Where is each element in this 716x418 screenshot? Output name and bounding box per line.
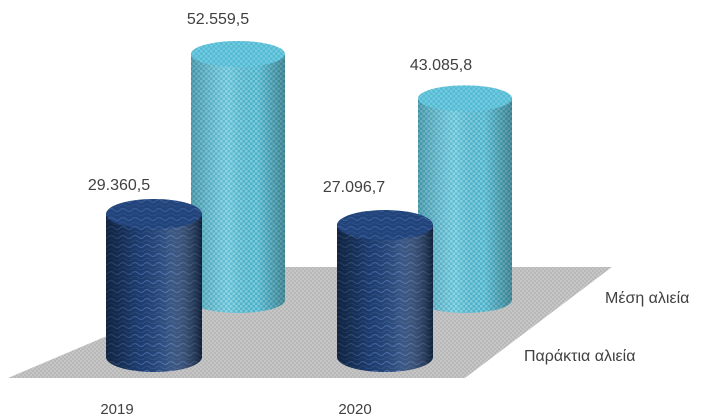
series-front: [106, 199, 433, 372]
bar-mesi-2019-top-shading: [191, 41, 285, 67]
bar-mesi-2020-top: [418, 85, 512, 112]
category-label-2019: 2019: [100, 401, 133, 418]
bar-paraktia-2019-top: [106, 199, 202, 229]
bar-mesi-2020-shading: [418, 98, 512, 314]
bar-paraktia-2020-top-shading: [337, 210, 433, 241]
bar-paraktia-2020-shading: [337, 225, 433, 372]
bar-mesi-2019-shading: [191, 54, 285, 313]
value-label-2020-mesi: 43.085,8: [410, 57, 472, 74]
bar-paraktia-2020-top: [337, 210, 433, 241]
value-label-2019-paraktia: 29.360,5: [88, 177, 150, 194]
bar-mesi-2019-top: [191, 41, 285, 67]
chart-floor: [8, 267, 612, 378]
bar-mesi-2020-top-shading: [418, 85, 512, 112]
value-label-2020-paraktia: 27.096,7: [323, 179, 385, 196]
value-label-2019-mesi: 52.559,5: [187, 11, 249, 28]
series-back: [191, 41, 512, 314]
series-label-paraktia: Παράκτια αλιεία: [524, 348, 635, 365]
bar-paraktia-2019-top-shading: [106, 199, 202, 229]
category-label-2020: 2020: [338, 401, 371, 418]
bar-paraktia-2019-shading: [106, 214, 202, 372]
series-label-mesi: Μέση αλιεία: [605, 290, 689, 307]
